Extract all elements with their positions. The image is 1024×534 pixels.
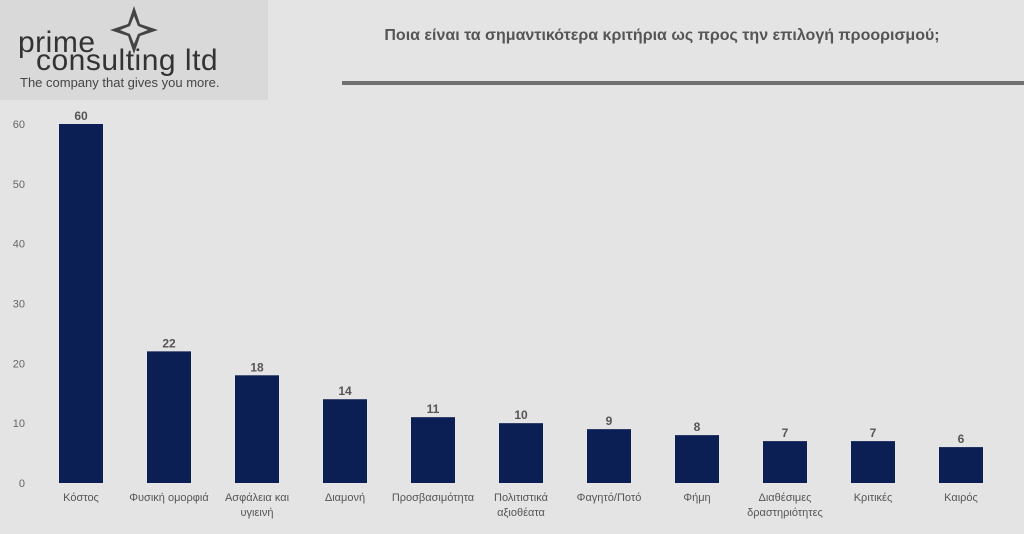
x-tick-label: Διαθέσιμες — [759, 492, 812, 504]
data-label: 10 — [514, 408, 528, 422]
bar — [675, 435, 719, 483]
star-diamond-icon — [110, 6, 158, 54]
x-tick-label: Φυσική ομορφιά — [129, 492, 209, 504]
y-tick-label: 30 — [13, 299, 25, 311]
x-tick-label: αξιοθέατα — [497, 507, 545, 519]
data-label: 7 — [782, 426, 789, 440]
data-label: 22 — [162, 336, 176, 350]
data-label: 18 — [250, 360, 264, 374]
bar — [411, 417, 455, 483]
chart-title: Ποια είναι τα σημαντικότερα κριτήρια ως … — [384, 27, 940, 44]
x-tick-label: Ασφάλεια και — [225, 492, 290, 504]
title-underline — [342, 81, 1024, 85]
data-label: 7 — [870, 426, 877, 440]
x-tick-label: Προσβασιμότητα — [392, 492, 475, 504]
bar — [499, 423, 543, 483]
x-tick-label: Φαγητό/Ποτό — [577, 492, 642, 504]
bar — [147, 351, 191, 483]
y-tick-label: 60 — [13, 119, 25, 131]
bar — [323, 399, 367, 483]
y-tick-label: 40 — [13, 239, 25, 251]
data-label: 8 — [694, 420, 701, 434]
data-label: 14 — [338, 384, 352, 398]
data-label: 60 — [74, 109, 88, 123]
bar — [939, 447, 983, 483]
x-tick-label: Πολιτιστικά — [494, 492, 549, 504]
bar — [235, 375, 279, 483]
x-tick-label: Καιρός — [944, 492, 978, 504]
y-tick-label: 0 — [19, 478, 25, 490]
bar — [59, 124, 103, 483]
logo-tagline: The company that gives you more. — [20, 75, 220, 90]
y-tick-label: 20 — [13, 358, 25, 370]
bar — [763, 441, 807, 483]
x-tick-label: δραστηριότητες — [747, 507, 823, 519]
x-tick-label: Διαμονή — [325, 492, 365, 504]
logo-text-prime: prime — [18, 26, 96, 59]
logo-panel: prime consulting ltd The company that gi… — [0, 0, 268, 100]
x-tick-label: Φήμη — [683, 492, 710, 504]
x-tick-label: υγιεινή — [241, 507, 274, 519]
y-tick-label: 50 — [13, 179, 25, 191]
data-label: 9 — [606, 414, 613, 428]
bar — [587, 429, 631, 483]
logo-text-consulting: consulting ltd — [36, 44, 219, 77]
data-label: 6 — [958, 432, 965, 446]
y-tick-label: 10 — [13, 418, 25, 430]
x-tick-label: Κόστος — [63, 492, 99, 504]
bar — [851, 441, 895, 483]
data-label: 11 — [427, 402, 440, 416]
x-tick-label: Κριτικές — [854, 492, 893, 504]
